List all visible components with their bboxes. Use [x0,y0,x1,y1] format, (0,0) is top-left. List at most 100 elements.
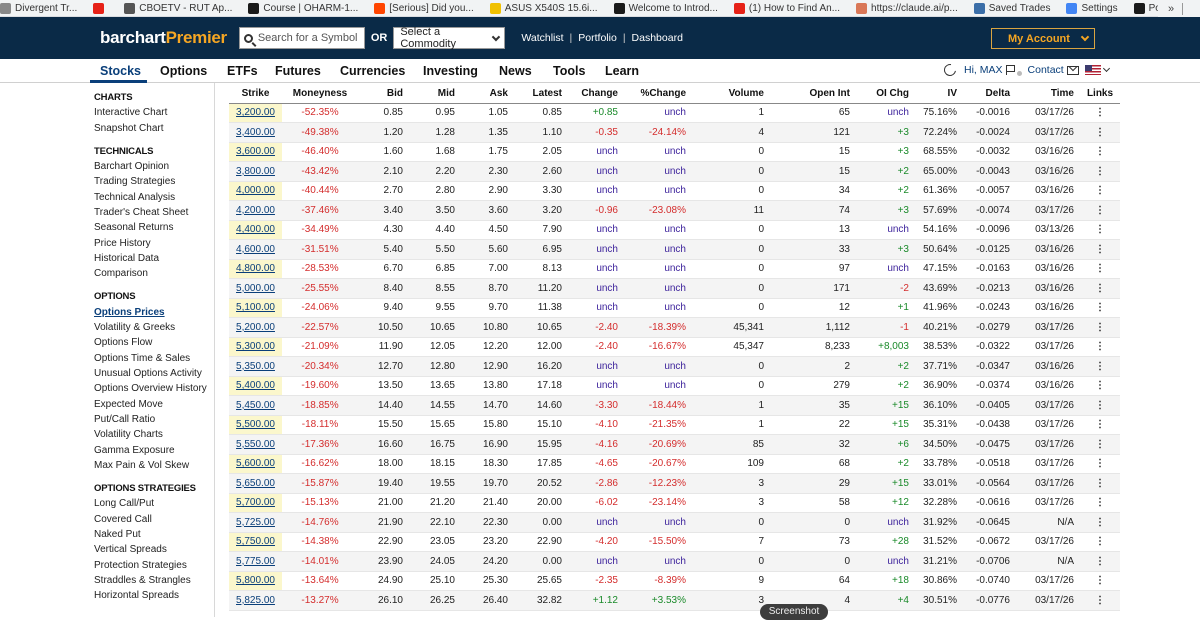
strike-link[interactable]: 5,000.00 [236,282,275,294]
sidebar-link[interactable]: Expected Move [94,398,163,410]
column-header[interactable]: Bid [358,85,409,104]
bookmark-item[interactable]: ASUS X540S 15.6i... [489,2,598,14]
sidebar-link[interactable]: Interactive Chart [94,107,168,119]
nav-tools[interactable]: Tools [553,64,586,78]
table-row[interactable]: 3,800.00 -43.42% 2.10 2.20 2.30 2.60 unch unch 0… [229,161,1120,182]
sidebar-link[interactable]: Volatility Charts [94,429,163,441]
us-flag-icon[interactable] [1084,65,1101,75]
sidebar-link[interactable]: Trading Strategies [94,176,176,188]
sidebar-link[interactable]: Naked Put [94,528,141,540]
table-row[interactable]: 5,800.00 -13.64% 24.90 25.10 25.30 25.65 -2.35… [229,571,1120,591]
table-row[interactable]: 5,700.00 -15.13% 21.00 21.20 21.40 20.00 -6.02… [229,493,1120,513]
table-row[interactable]: 3,200.00 -52.35% 0.85 0.95 1.05 0.85 +0.85 unch… [229,103,1120,123]
table-row[interactable]: 5,600.00 -16.62% 18.00 18.15 18.30 17.85 -4.65… [229,454,1120,474]
row-menu-icon[interactable]: ⋮ [1080,493,1120,513]
row-menu-icon[interactable]: ⋮ [1080,376,1120,396]
dashboard-link[interactable]: Dashboard [631,32,683,44]
row-menu-icon[interactable]: ⋮ [1080,590,1120,611]
row-menu-icon[interactable]: ⋮ [1080,395,1120,416]
strike-link[interactable]: 5,775.00 [236,555,275,567]
column-header[interactable]: OI Chg [856,85,915,104]
bookmark-item[interactable]: [Serious] Did you... [374,2,474,14]
strike-link[interactable]: 4,600.00 [236,243,275,255]
nav-currencies[interactable]: Currencies [340,64,406,78]
table-row[interactable]: 3,400.00 -49.38% 1.20 1.28 1.35 1.10 -0.35 -24.… [229,122,1120,143]
table-row[interactable]: 5,450.00 -18.85% 14.40 14.55 14.70 14.60 -3.30… [229,395,1120,416]
strike-link[interactable]: 3,600.00 [236,146,275,158]
dark-mode-moon-icon[interactable] [941,61,959,79]
row-menu-icon[interactable]: ⋮ [1080,103,1120,123]
bookmark-item[interactable]: Settings [1066,2,1118,14]
commodity-select[interactable]: Select a Commodity [393,26,506,50]
row-menu-icon[interactable]: ⋮ [1080,415,1120,435]
column-header[interactable]: Strike [229,85,282,104]
column-header[interactable]: Links [1080,85,1120,104]
column-header[interactable]: Change [568,85,624,104]
strike-link[interactable]: 5,500.00 [236,419,275,431]
sidebar-link[interactable]: Horizontal Spreads [94,590,180,602]
row-menu-icon[interactable]: ⋮ [1080,532,1120,552]
sidebar-link[interactable]: Snapshot Chart [94,122,164,134]
sidebar-link[interactable]: Straddles & Strangles [94,575,191,586]
strike-link[interactable]: 4,000.00 [236,185,275,197]
bookmark-item[interactable]: CBOETV - RUT Ap... [124,2,232,14]
table-row[interactable]: 5,200.00 -22.57% 10.50 10.65 10.80 10.65 -2.40… [229,317,1120,338]
sidebar-link[interactable]: Options Flow [94,337,153,349]
column-header[interactable]: Moneyness [282,85,358,104]
row-menu-icon[interactable]: ⋮ [1080,239,1120,260]
table-row[interactable]: 5,500.00 -18.11% 15.50 15.65 15.80 15.10 -4.10… [229,415,1120,435]
row-menu-icon[interactable]: ⋮ [1080,298,1120,318]
table-row[interactable]: 3,600.00 -46.40% 1.60 1.68 1.75 2.05 unch unch 0… [229,142,1120,162]
strike-link[interactable]: 5,700.00 [236,497,275,509]
table-row[interactable]: 4,000.00 -40.44% 2.70 2.80 2.90 3.30 unch unch 0… [229,181,1120,201]
bookmark-item[interactable]: Course | OHARM-1... [248,2,358,14]
portfolio-link[interactable]: Portfolio [578,32,617,44]
sidebar-link[interactable]: Price History [94,237,151,249]
sidebar-link[interactable]: Protection Strategies [94,559,187,571]
strike-link[interactable]: 4,200.00 [236,204,275,216]
symbol-search-input[interactable] [257,32,358,44]
table-row[interactable]: 5,100.00 -24.06% 9.40 9.55 9.70 11.38 unch unch… [229,298,1120,318]
sidebar-link[interactable]: Vertical Spreads [94,544,167,556]
table-row[interactable]: 5,750.00 -14.38% 22.90 23.05 23.20 22.90 -4.20… [229,532,1120,552]
sidebar-link[interactable]: Covered Call [94,513,152,525]
symbol-search-box[interactable] [238,27,365,49]
nav-investing[interactable]: Investing [423,64,478,78]
row-menu-icon[interactable]: ⋮ [1080,122,1120,143]
watchlist-link[interactable]: Watchlist [521,32,564,44]
table-row[interactable]: 5,300.00 -21.09% 11.90 12.05 12.20 12.00 -2.40… [229,337,1120,357]
strike-link[interactable]: 4,800.00 [236,263,275,275]
table-row[interactable]: 5,650.00 -15.87% 19.40 19.55 19.70 20.52 -2.86… [229,473,1120,494]
sidebar-link[interactable]: Barchart Opinion [94,160,170,172]
row-menu-icon[interactable]: ⋮ [1080,434,1120,455]
column-header[interactable]: Mid [409,85,461,104]
table-row[interactable]: 4,400.00 -34.49% 4.30 4.40 4.50 7.90 unch unch 0… [229,220,1120,240]
sidebar-link[interactable]: Unusual Options Activity [94,367,202,379]
strike-link[interactable]: 5,100.00 [236,302,275,314]
nav-stocks[interactable]: Stocks [100,64,141,78]
sidebar-link[interactable]: Put/Call Ratio [94,414,156,425]
strike-link[interactable]: 5,800.00 [236,575,275,587]
sidebar-link[interactable]: Volatility & Greeks [94,321,176,333]
strike-link[interactable]: 3,800.00 [236,165,275,177]
row-menu-icon[interactable]: ⋮ [1080,278,1120,299]
sidebar-link[interactable]: Long Call/Put [94,498,155,510]
sidebar-link[interactable]: Comparison [94,268,148,280]
column-header[interactable]: IV [915,85,963,104]
nav-news[interactable]: News [499,64,532,78]
table-row[interactable]: 4,800.00 -28.53% 6.70 6.85 7.00 8.13 unch unch 0… [229,259,1120,279]
contact-link[interactable]: Contact [1027,64,1064,76]
strike-link[interactable]: 4,400.00 [236,224,275,236]
table-row[interactable]: 4,600.00 -31.51% 5.40 5.50 5.60 6.95 unch unch 0… [229,239,1120,260]
bookmark-item[interactable]: Welcome to Introd... [613,2,718,14]
nav-learn[interactable]: Learn [605,64,640,78]
row-menu-icon[interactable]: ⋮ [1080,473,1120,494]
sidebar-link[interactable]: Options Prices [94,306,165,318]
row-menu-icon[interactable]: ⋮ [1080,161,1120,182]
column-header[interactable]: Time [1016,85,1080,104]
row-menu-icon[interactable]: ⋮ [1080,356,1120,377]
row-menu-icon[interactable]: ⋮ [1080,142,1120,162]
row-menu-icon[interactable]: ⋮ [1080,512,1120,533]
row-menu-icon[interactable]: ⋮ [1080,200,1120,221]
row-menu-icon[interactable]: ⋮ [1080,551,1120,572]
